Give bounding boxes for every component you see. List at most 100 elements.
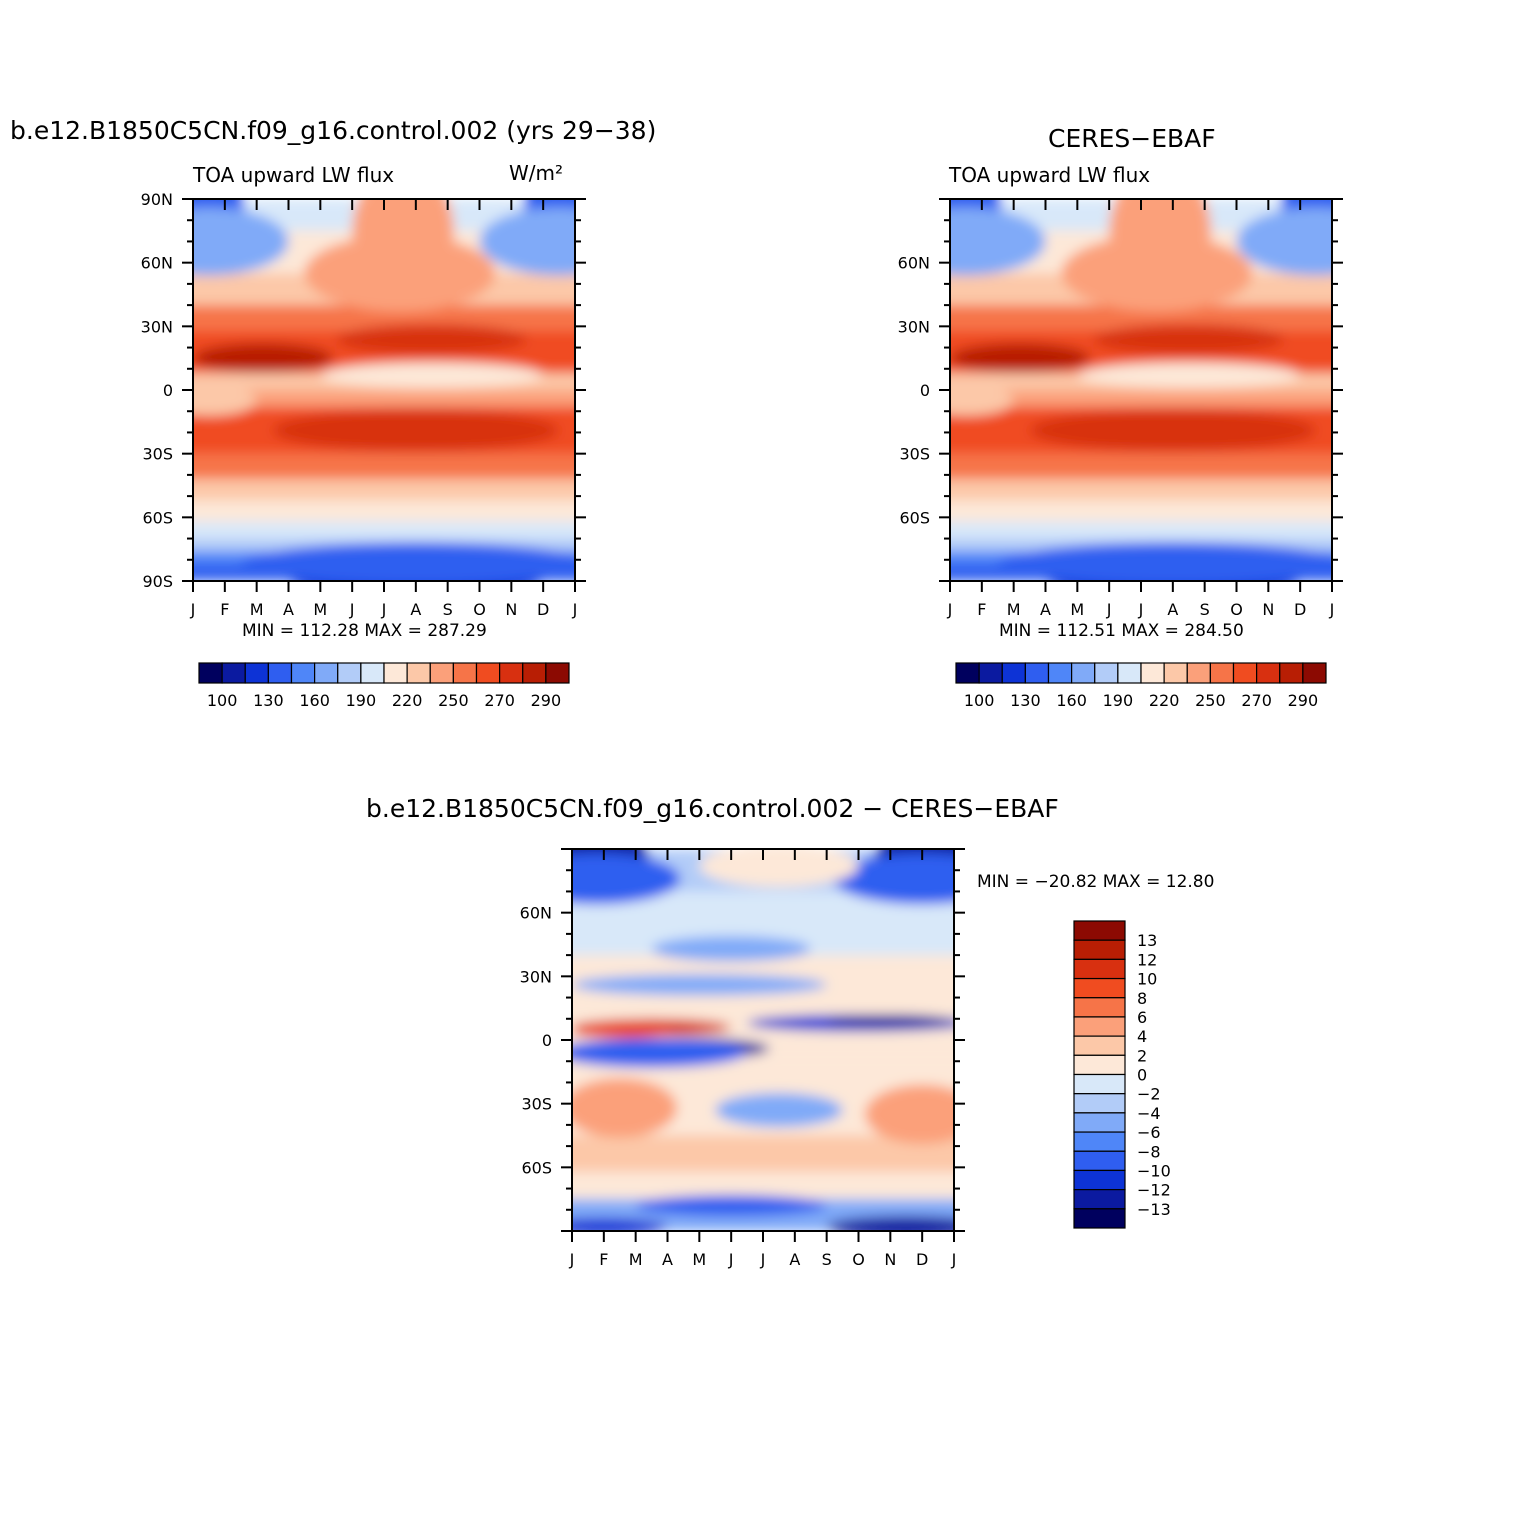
- band-sh-62: [193, 500, 575, 522]
- diff-ytick-label: 60S: [521, 1158, 552, 1177]
- diff-colorbar-box: [1073, 1016, 1126, 1037]
- diff-colorbar-box: [1073, 1189, 1126, 1210]
- obs-xtick-label: D: [1294, 600, 1306, 619]
- diff-colorbar-label: 6: [1137, 1008, 1147, 1027]
- model-colorbar-label: 290: [531, 691, 562, 710]
- obs-ytick-label: 30S: [899, 445, 930, 464]
- model-field: [193, 199, 575, 581]
- diff-minmax-label: MIN = −20.82 MAX = 12.80: [977, 872, 1215, 892]
- model-colorbar-label: 220: [392, 691, 423, 710]
- obs-colorbar-label: 160: [1056, 691, 1087, 710]
- sh-sub-pos-east: [864, 1084, 954, 1144]
- diff-xtick-label: F: [599, 1250, 608, 1269]
- obs-xtick-label: M: [1007, 600, 1021, 619]
- nh-sub-summer: [336, 324, 528, 354]
- arctic-ring-east: [833, 853, 954, 905]
- arctic-ring-west: [193, 207, 289, 276]
- diff-ytick-label: 30S: [521, 1095, 552, 1114]
- model-xtick-label: M: [250, 600, 264, 619]
- diff-colorbar-label: 13: [1137, 931, 1157, 950]
- model-colorbar-box: [475, 662, 501, 684]
- obs-colorbar-label: 190: [1103, 691, 1134, 710]
- obs-xtick-label: J: [947, 600, 953, 619]
- obs-ytick-label: 0: [920, 381, 930, 400]
- obs-panel-title: CERES−EBAF: [1048, 124, 1216, 153]
- model-colorbar-box: [429, 662, 454, 684]
- model-colorbar-box: [337, 662, 362, 684]
- diff-xtick-label: S: [822, 1250, 832, 1269]
- diff-xtick-label: J: [569, 1250, 575, 1269]
- diff-colorbar-label: −4: [1137, 1104, 1161, 1123]
- diff-xtick-label: N: [884, 1250, 896, 1269]
- model-units-label: W/m²: [509, 161, 564, 185]
- obs-xtick-label: A: [1040, 600, 1051, 619]
- obs-colorbar-box: [1047, 662, 1073, 684]
- diff-colorbar-label: 2: [1137, 1046, 1147, 1065]
- obs-xtick-label: J: [1106, 600, 1112, 619]
- nh-summer-warm: [304, 235, 496, 312]
- model-xtick-label: N: [505, 600, 517, 619]
- obs-colorbar-box: [1117, 662, 1142, 684]
- obs-xtick-label: S: [1200, 600, 1210, 619]
- nh-sub-max: [950, 343, 1091, 374]
- obs-colorbar-label: 100: [964, 691, 995, 710]
- obs-colorbar: 100 130 160 190 220 250 270 290: [955, 662, 1327, 710]
- diff-colorbar-box: [1073, 1169, 1126, 1191]
- diff-field-layer: [572, 849, 954, 1231]
- model-ytick-label: 90N: [141, 190, 173, 209]
- model-colorbar-box: [290, 662, 316, 684]
- sh-sub-ring: [1029, 409, 1317, 452]
- model-field-layer: [193, 199, 575, 581]
- diff-colorbar-box: [1073, 1208, 1126, 1229]
- model-ytick-label: 90S: [142, 572, 173, 591]
- band-sh-70: [572, 1171, 954, 1200]
- band-sh-mid: [193, 453, 575, 480]
- model-xtick-label: F: [220, 600, 229, 619]
- diff-xtick-label: O: [852, 1250, 865, 1269]
- model-xtick-label: O: [473, 600, 486, 619]
- arctic-ring-west: [950, 207, 1046, 276]
- diff-colorbar-label: −12: [1137, 1181, 1171, 1200]
- model-xtick-label: J: [572, 600, 578, 619]
- model-xtick-label: J: [381, 600, 387, 619]
- obs-colorbar-label: 250: [1195, 691, 1226, 710]
- sh-sub-neg: [715, 1093, 843, 1128]
- band-sh-midlat: [950, 479, 1332, 501]
- obs-colorbar-label: 220: [1149, 691, 1180, 710]
- obs-colorbar-box: [1302, 662, 1327, 684]
- model-xtick-label: D: [537, 600, 549, 619]
- model-colorbar-box: [452, 662, 478, 684]
- diff-colorbar-box: [1073, 1150, 1126, 1172]
- sh-sub-ring: [272, 409, 560, 452]
- diff-xtick-label: J: [760, 1250, 766, 1269]
- eq-neg-ring: [572, 1037, 748, 1068]
- obs-colorbar-box: [1163, 662, 1188, 684]
- diff-colorbar-box: [1073, 958, 1126, 980]
- band-sh-62: [950, 500, 1332, 522]
- obs-colorbar-box: [1232, 662, 1258, 684]
- band-sh-mid: [950, 453, 1332, 480]
- diff-colorbar-box: [1073, 1112, 1126, 1133]
- arctic-ring-west: [572, 853, 681, 905]
- diff-colorbar-label: −2: [1137, 1085, 1161, 1104]
- sh-high-neg: [635, 1194, 827, 1217]
- eq-pos-core: [572, 1025, 674, 1038]
- obs-colorbar-box: [1186, 662, 1211, 684]
- model-colorbar-label: 270: [484, 691, 515, 710]
- model-colorbar-box: [545, 662, 570, 684]
- model-colorbar-box: [198, 662, 223, 684]
- obs-colorbar-box: [978, 662, 1003, 684]
- model-colorbar-label: 250: [438, 691, 469, 710]
- model-ytick-label: 0: [163, 381, 173, 400]
- model-colorbar-box: [314, 662, 339, 684]
- diff-colorbar-box: [1073, 1093, 1126, 1114]
- model-xtick-label: S: [443, 600, 453, 619]
- diff-colorbar-box: [1073, 1073, 1126, 1095]
- model-ytick-label: 30N: [141, 317, 173, 336]
- band-eq-south: [950, 390, 1332, 407]
- obs-xtick-label: F: [977, 600, 986, 619]
- model-colorbar-box: [360, 662, 385, 684]
